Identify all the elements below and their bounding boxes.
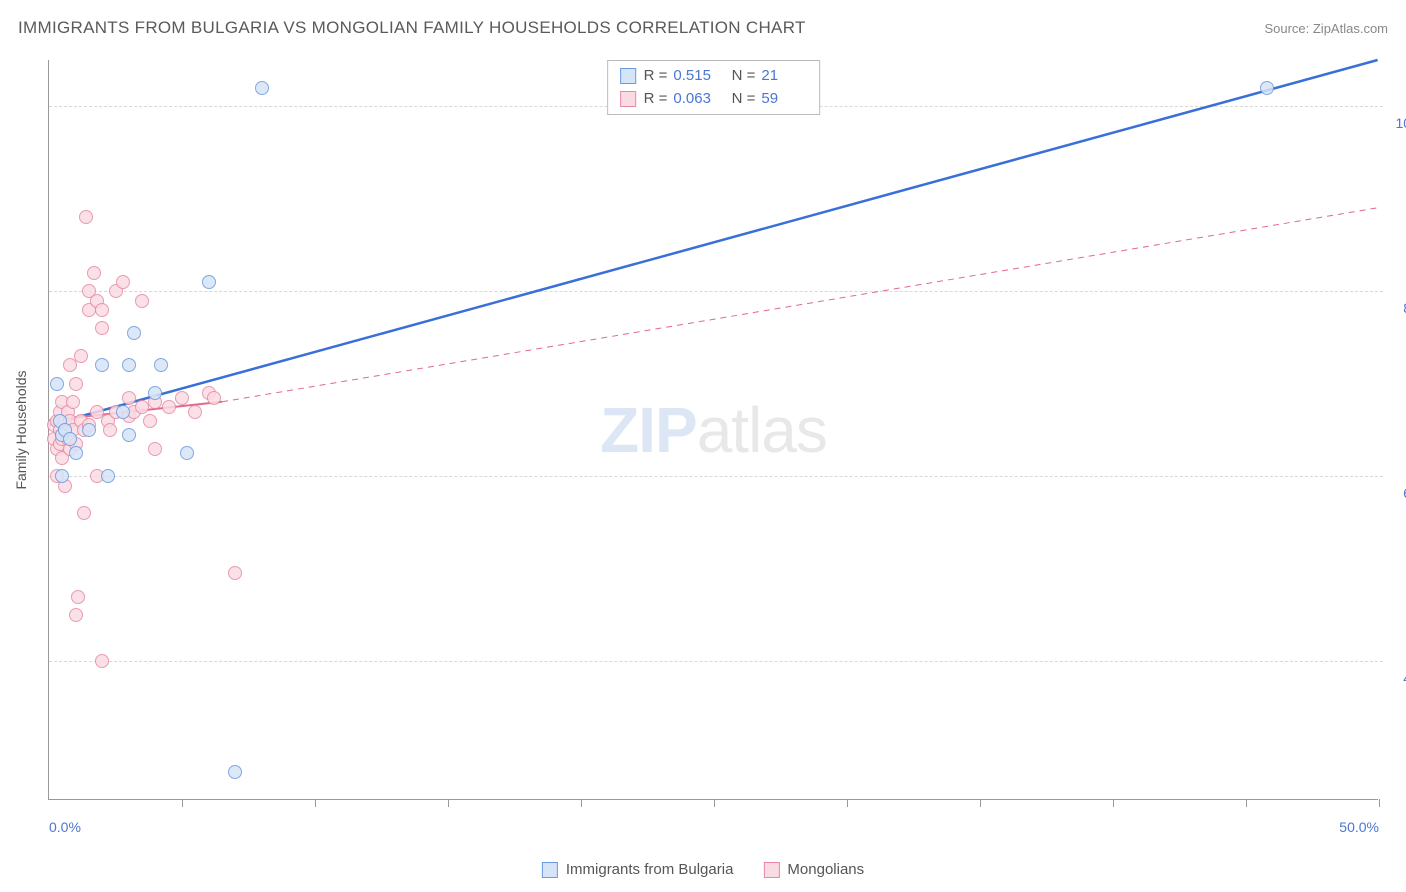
data-point xyxy=(188,405,202,419)
legend-item: Mongolians xyxy=(763,861,864,878)
data-point xyxy=(95,303,109,317)
data-point xyxy=(69,446,83,460)
legend-swatch xyxy=(763,862,779,878)
data-point xyxy=(122,358,136,372)
data-point xyxy=(127,326,141,340)
data-point xyxy=(143,414,157,428)
x-tick xyxy=(714,799,715,807)
data-point xyxy=(69,608,83,622)
y-tick-label: 40.0% xyxy=(1393,670,1406,686)
x-tick-label: 0.0% xyxy=(49,819,81,835)
data-point xyxy=(122,428,136,442)
y-axis-label: Family Households xyxy=(13,370,29,489)
data-point xyxy=(228,765,242,779)
data-point xyxy=(1260,81,1274,95)
data-point xyxy=(154,358,168,372)
stats-r-value: 0.515 xyxy=(673,65,719,88)
data-point xyxy=(95,358,109,372)
legend-item: Immigrants from Bulgaria xyxy=(542,861,734,878)
x-tick xyxy=(847,799,848,807)
y-tick-label: 80.0% xyxy=(1393,300,1406,316)
data-point xyxy=(50,377,64,391)
data-point xyxy=(103,423,117,437)
stats-n-value: 59 xyxy=(761,88,807,111)
data-point xyxy=(95,321,109,335)
trend-lines xyxy=(49,60,1378,799)
x-tick xyxy=(1379,799,1380,807)
stats-r-label: R = xyxy=(644,65,668,88)
y-tick-label: 60.0% xyxy=(1393,485,1406,501)
bottom-legend: Immigrants from Bulgaria Mongolians xyxy=(542,861,864,878)
data-point xyxy=(228,566,242,580)
x-tick xyxy=(1113,799,1114,807)
gridline-h: 60.0% xyxy=(49,476,1383,477)
chart-source: Source: ZipAtlas.com xyxy=(1264,21,1388,36)
stats-box: R = 0.515 N = 21R = 0.063 N = 59 xyxy=(607,60,821,115)
chart-title: IMMIGRANTS FROM BULGARIA VS MONGOLIAN FA… xyxy=(18,18,806,38)
stats-n-value: 21 xyxy=(761,65,807,88)
data-point xyxy=(116,275,130,289)
x-tick xyxy=(448,799,449,807)
data-point xyxy=(255,81,269,95)
data-point xyxy=(77,506,91,520)
legend-swatch xyxy=(620,91,636,107)
stats-row: R = 0.515 N = 21 xyxy=(620,65,808,88)
legend-label: Mongolians xyxy=(787,861,864,878)
data-point xyxy=(63,432,77,446)
x-tick xyxy=(1246,799,1247,807)
data-point xyxy=(79,210,93,224)
data-point xyxy=(135,294,149,308)
plot-area: Family Households ZIPatlas 40.0%60.0%80.… xyxy=(48,60,1378,800)
data-point xyxy=(74,349,88,363)
watermark: ZIPatlas xyxy=(600,393,827,467)
stats-n-label: N = xyxy=(727,65,755,88)
chart-header: IMMIGRANTS FROM BULGARIA VS MONGOLIAN FA… xyxy=(18,18,1388,38)
x-tick xyxy=(315,799,316,807)
data-point xyxy=(71,590,85,604)
watermark-light: atlas xyxy=(697,394,827,466)
data-point xyxy=(69,377,83,391)
data-point xyxy=(162,400,176,414)
data-point xyxy=(82,423,96,437)
data-point xyxy=(207,391,221,405)
legend-swatch xyxy=(542,862,558,878)
data-point xyxy=(148,386,162,400)
x-tick-label: 50.0% xyxy=(1339,819,1379,835)
data-point xyxy=(180,446,194,460)
data-point xyxy=(95,654,109,668)
data-point xyxy=(87,266,101,280)
legend-swatch xyxy=(620,68,636,84)
gridline-h: 40.0% xyxy=(49,661,1383,662)
data-point xyxy=(66,395,80,409)
x-tick xyxy=(182,799,183,807)
legend-label: Immigrants from Bulgaria xyxy=(566,861,734,878)
x-tick xyxy=(581,799,582,807)
data-point xyxy=(148,442,162,456)
stats-n-label: N = xyxy=(727,88,755,111)
data-point xyxy=(175,391,189,405)
data-point xyxy=(101,469,115,483)
x-tick xyxy=(980,799,981,807)
stats-r-value: 0.063 xyxy=(673,88,719,111)
stats-r-label: R = xyxy=(644,88,668,111)
data-point xyxy=(116,405,130,419)
gridline-h: 80.0% xyxy=(49,291,1383,292)
data-point xyxy=(135,400,149,414)
stats-row: R = 0.063 N = 59 xyxy=(620,88,808,111)
y-tick-label: 100.0% xyxy=(1393,115,1406,131)
data-point xyxy=(55,469,69,483)
data-point xyxy=(202,275,216,289)
watermark-bold: ZIP xyxy=(600,394,697,466)
data-point xyxy=(122,391,136,405)
